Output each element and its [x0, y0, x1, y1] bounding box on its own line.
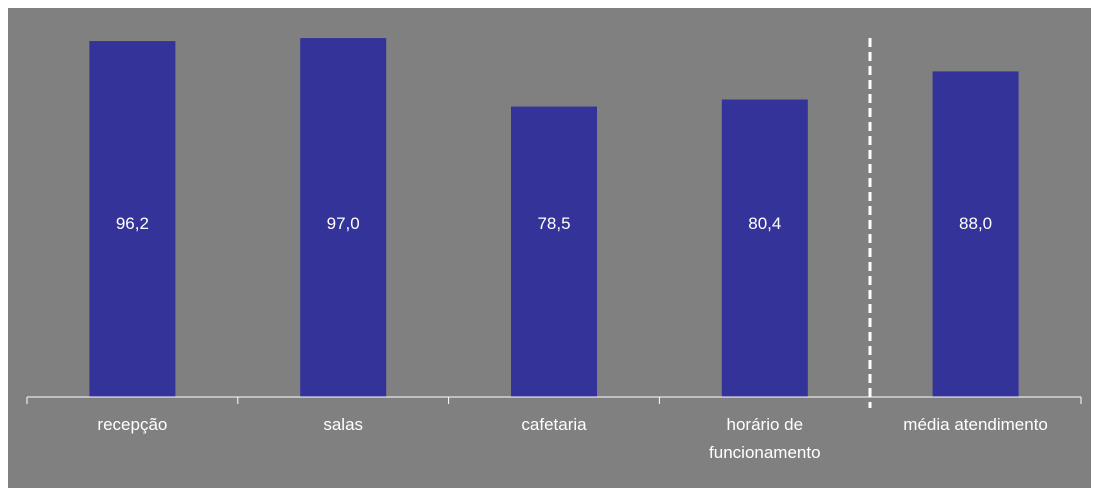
bar-value-label: 97,0: [327, 214, 360, 233]
category-labels-group: recepção salas cafetaria horário de funciona…: [97, 415, 1047, 462]
category-label: salas: [323, 415, 363, 434]
bar: [89, 41, 176, 398]
category-label: média atendimento: [903, 415, 1048, 434]
category-label: cafetaria: [521, 415, 587, 434]
bar-value-label: 96,2: [116, 214, 149, 233]
bar: [721, 99, 808, 398]
bar: [300, 38, 387, 397]
bar: [511, 106, 597, 398]
category-label: horário de funcionamento: [709, 415, 821, 462]
bar-value-label: 78,5: [537, 214, 570, 233]
bars-group: [89, 38, 1019, 398]
x-axis-ticks: [26, 397, 1082, 404]
category-label: recepção: [97, 415, 167, 434]
bar-value-label: 80,4: [748, 214, 781, 233]
value-labels-group: 96,2 97,0 78,5 80,4 88,0: [116, 214, 992, 233]
bar: [932, 71, 1019, 398]
bar-value-label: 88,0: [959, 214, 992, 233]
